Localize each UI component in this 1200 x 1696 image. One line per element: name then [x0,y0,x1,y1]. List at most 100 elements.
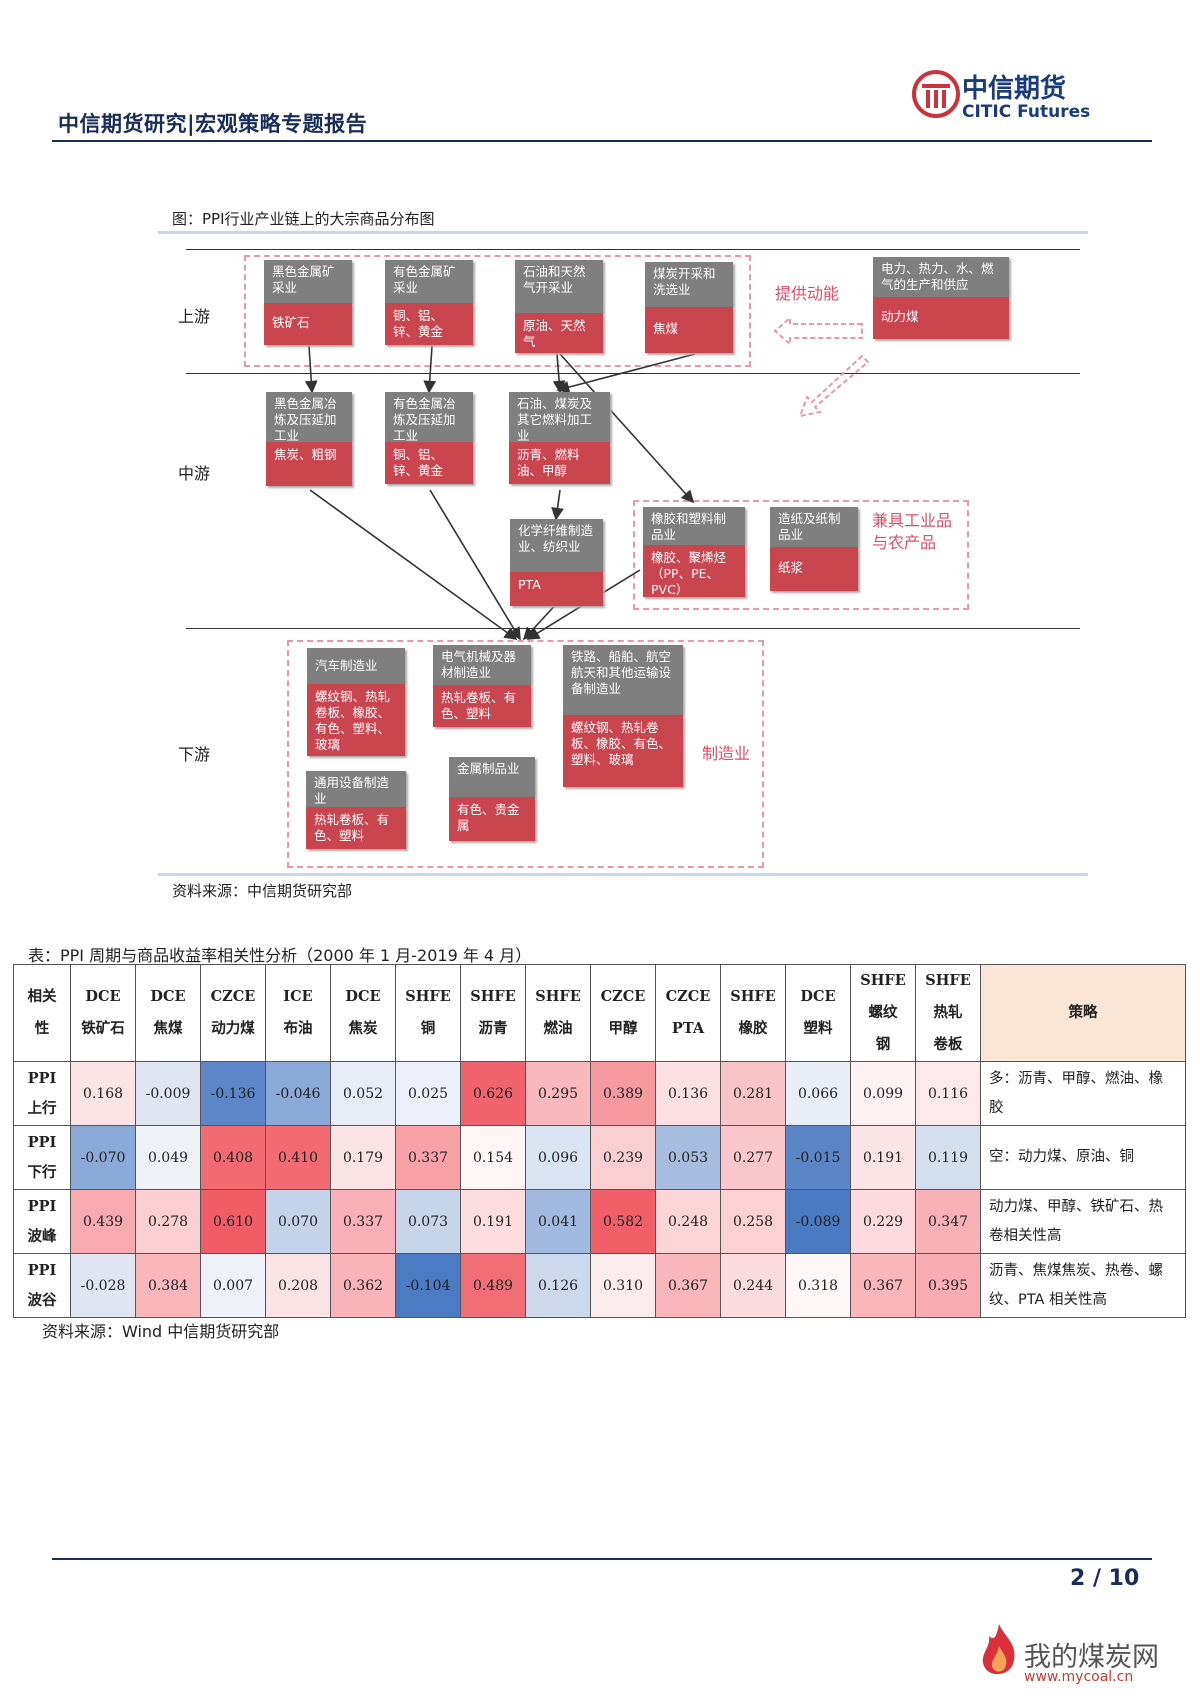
correlation-cell: 0.248 [655,1189,721,1254]
box-title: 电气机械及器材制造业 [433,645,531,685]
col-header: CZCE 动力煤 [200,964,266,1062]
correlation-cell: 0.191 [850,1125,916,1190]
zone-label-upstream: 上游 [178,307,211,326]
table-header-row: 相关性 DCE 铁矿石 DCE 焦煤 CZCE 动力煤 ICE 布油 DCE 焦炭 SHF… [13,964,1186,1062]
correlation-cell: 0.389 [590,1061,656,1126]
citic-logo-icon [912,70,960,118]
zone-divider [186,628,1080,629]
box-title: 黑色金属矿采业 [264,260,352,303]
col-header: DCE 焦煤 [135,964,201,1062]
correlation-cell: 0.116 [915,1061,981,1126]
strategy-cell: 空：动力煤、原油、铜 [980,1125,1186,1190]
col-header: SHFE 橡胶 [720,964,786,1062]
correlation-cell: 0.136 [655,1061,721,1126]
box-items: 沥青、燃料油、甲醇 [509,442,610,484]
correlation-cell: 0.025 [395,1061,461,1126]
box-items: 焦煤 [645,307,733,353]
box-title: 有色金属矿采业 [385,260,473,303]
box-items: 铜、铝、锌、黄金 [385,442,473,484]
zone-label-downstream: 下游 [178,745,211,764]
col-header: ICE 布油 [265,964,331,1062]
report-title: 中信期货研究|宏观策略专题报告 [58,112,368,136]
box-title: 石油和天然气开采业 [515,260,603,313]
box-items: 热轧卷板、有色、塑料 [433,685,531,727]
correlation-cell: 0.384 [135,1253,201,1318]
correlation-cell: 0.337 [330,1189,396,1254]
box-rubber-plastic: 橡胶和塑料制品业 橡胶、聚烯烃（PP、PE、PVC） [643,507,745,597]
label-provide-energy: 提供动能 [775,284,840,303]
box-title: 有色金属冶炼及压延加工业 [385,392,473,443]
correlation-cell: 0.347 [915,1189,981,1254]
box-power-supply: 电力、热力、水、燃气的生产和供应 动力煤 [873,257,1009,339]
box-oil-gas-extraction: 石油和天然气开采业 原油、天然气 [515,260,603,353]
strategy-header: 策略 [980,964,1186,1062]
flow-arrows [304,315,870,641]
table-source: 资料来源：Wind 中信期货研究部 [42,1322,280,1341]
box-items: 原油、天然气 [515,313,603,353]
box-transport-equipment: 铁路、船舶、航空航天和其他运输设备制造业 螺纹钢、热轧卷板、橡胶、有色、塑料、玻… [563,645,683,787]
col-header: CZCE PTA [655,964,721,1062]
box-title: 电力、热力、水、燃气的生产和供应 [873,257,1009,297]
box-ferrous-mining: 黑色金属矿采业 铁矿石 [264,260,352,345]
table-row: PPI 上行 0.168 -0.009 -0.136 -0.046 0.052 0.025 0.… [13,1061,1186,1126]
col-header: DCE 焦炭 [330,964,396,1062]
col-header: DCE 塑料 [785,964,851,1062]
box-title: 石油、煤炭及其它燃料加工业 [509,392,610,443]
correlation-cell: 0.362 [330,1253,396,1318]
box-items: 橡胶、聚烯烃（PP、PE、PVC） [643,545,745,597]
zone-divider [186,249,1080,250]
box-items: 焦炭、粗钢 [266,442,352,486]
strategy-cell: 动力煤、甲醇、铁矿石、热卷相关性高 [980,1189,1186,1254]
correlation-cell: 0.052 [330,1061,396,1126]
correlation-cell: 0.278 [135,1189,201,1254]
correlation-cell: 0.410 [265,1125,331,1190]
col-header: CZCE 甲醇 [590,964,656,1062]
box-nonferrous-smelting: 有色金属冶炼及压延加工业 铜、铝、锌、黄金 [385,392,473,484]
correlation-cell: 0.053 [655,1125,721,1190]
correlation-cell: 0.281 [720,1061,786,1126]
box-coal-mining: 煤炭开采和洗选业 焦煤 [645,262,733,353]
table-row: PPI 波峰 0.439 0.278 0.610 0.070 0.337 0.073 0.191… [13,1189,1186,1254]
box-items: 铜、铝、锌、黄金 [385,303,473,345]
box-items: 纸浆 [770,547,858,591]
box-ferrous-smelting: 黑色金属冶炼及压延加工业 焦炭、粗钢 [266,392,352,486]
box-items: 动力煤 [873,297,1009,339]
box-items: PTA [510,572,603,606]
correlation-cell: -0.089 [785,1189,851,1254]
box-title: 造纸及纸制品业 [770,507,858,547]
strategy-cell: 多：沥青、甲醇、燃油、橡胶 [980,1061,1186,1126]
box-general-equipment: 通用设备制造业 热轧卷板、有色、塑料 [306,771,406,849]
correlation-cell: 0.168 [70,1061,136,1126]
watermark-url: www.mycoal.cn [1024,1669,1134,1685]
box-metal-products: 金属制品业 有色、贵金属 [449,757,535,841]
correlation-cell: 0.610 [200,1189,266,1254]
downstream-group [287,640,764,868]
correlation-cell: 0.367 [850,1253,916,1318]
box-electrical-machinery: 电气机械及器材制造业 热轧卷板、有色、塑料 [433,645,531,727]
col-header: SHFE 铜 [395,964,461,1062]
col-header: SHFE 沥青 [460,964,526,1062]
box-title: 橡胶和塑料制品业 [643,507,745,545]
correlation-cell: 0.489 [460,1253,526,1318]
correlation-cell: 0.367 [655,1253,721,1318]
figure-top-rule [158,231,1088,234]
figure-caption: 图：PPI行业产业链上的大宗商品分布图 [172,210,435,228]
label-manufacturing: 制造业 [702,744,751,763]
correlation-cell: 0.119 [915,1125,981,1190]
table-row: PPI 波谷 -0.028 0.384 0.007 0.208 0.362 -0.104 0.4… [13,1253,1186,1318]
correlation-cell: -0.046 [265,1061,331,1126]
table-caption: 表：PPI 周期与商品收益率相关性分析（2000 年 1 月-2019 年 4 … [28,946,532,965]
correlation-cell: 0.318 [785,1253,851,1318]
correlation-cell: 0.191 [460,1189,526,1254]
box-items: 铁矿石 [264,303,352,345]
correlation-cell: -0.104 [395,1253,461,1318]
box-items: 热轧卷板、有色、塑料 [306,807,406,849]
correlation-cell: 0.337 [395,1125,461,1190]
watermark-text: 我的煤炭网 [1024,1642,1159,1673]
box-chemical-fiber: 化学纤维制造业、纺织业 PTA [510,519,603,606]
box-title: 煤炭开采和洗选业 [645,262,733,307]
correlation-cell: 0.582 [590,1189,656,1254]
col-header: DCE 铁矿石 [70,964,136,1062]
power-arrow-down [798,354,870,418]
correlation-cell: 0.179 [330,1125,396,1190]
